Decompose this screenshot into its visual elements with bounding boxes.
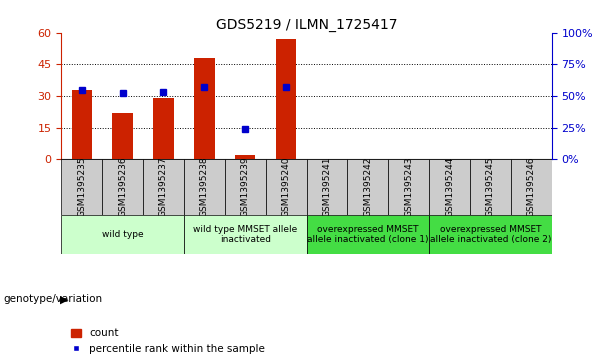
Text: ▶: ▶ [60,294,69,305]
Bar [511,159,552,215]
Bar [348,159,388,215]
Bar [102,159,143,215]
Text: GSM1395237: GSM1395237 [159,156,168,217]
Bar [61,159,102,215]
Text: GSM1395240: GSM1395240 [281,156,291,217]
Text: GSM1395245: GSM1395245 [486,156,495,217]
Text: GSM1395244: GSM1395244 [445,157,454,217]
Text: GSM1395242: GSM1395242 [364,157,372,217]
Text: GSM1395243: GSM1395243 [404,156,413,217]
Bar [306,215,429,254]
Bar [265,159,306,215]
Text: wild type MMSET allele
inactivated: wild type MMSET allele inactivated [193,225,297,244]
Text: wild type: wild type [102,230,143,239]
Text: GSM1395241: GSM1395241 [322,156,332,217]
Text: GSM1395239: GSM1395239 [241,156,249,217]
Bar [143,159,184,215]
Bar [429,159,470,215]
Text: overexpressed MMSET
allele inactivated (clone 1): overexpressed MMSET allele inactivated (… [307,225,428,244]
Text: overexpressed MMSET
allele inactivated (clone 2): overexpressed MMSET allele inactivated (… [430,225,551,244]
Bar [72,90,92,159]
Bar [184,215,306,254]
Bar [388,159,429,215]
Text: GSM1395238: GSM1395238 [200,156,209,217]
Bar [153,98,173,159]
Text: GSM1395246: GSM1395246 [527,156,536,217]
Bar [429,215,552,254]
Bar [470,159,511,215]
Text: GSM1395236: GSM1395236 [118,156,127,217]
Text: GSM1395235: GSM1395235 [77,156,86,217]
Bar [112,113,133,159]
Bar [61,215,184,254]
Bar [235,155,256,159]
Text: genotype/variation: genotype/variation [3,294,102,305]
Bar [184,159,225,215]
Legend: count, percentile rank within the sample: count, percentile rank within the sample [66,324,270,358]
Bar [225,159,265,215]
Bar [306,159,348,215]
Bar [194,58,215,159]
Bar [276,39,296,159]
Title: GDS5219 / ILMN_1725417: GDS5219 / ILMN_1725417 [216,18,397,32]
